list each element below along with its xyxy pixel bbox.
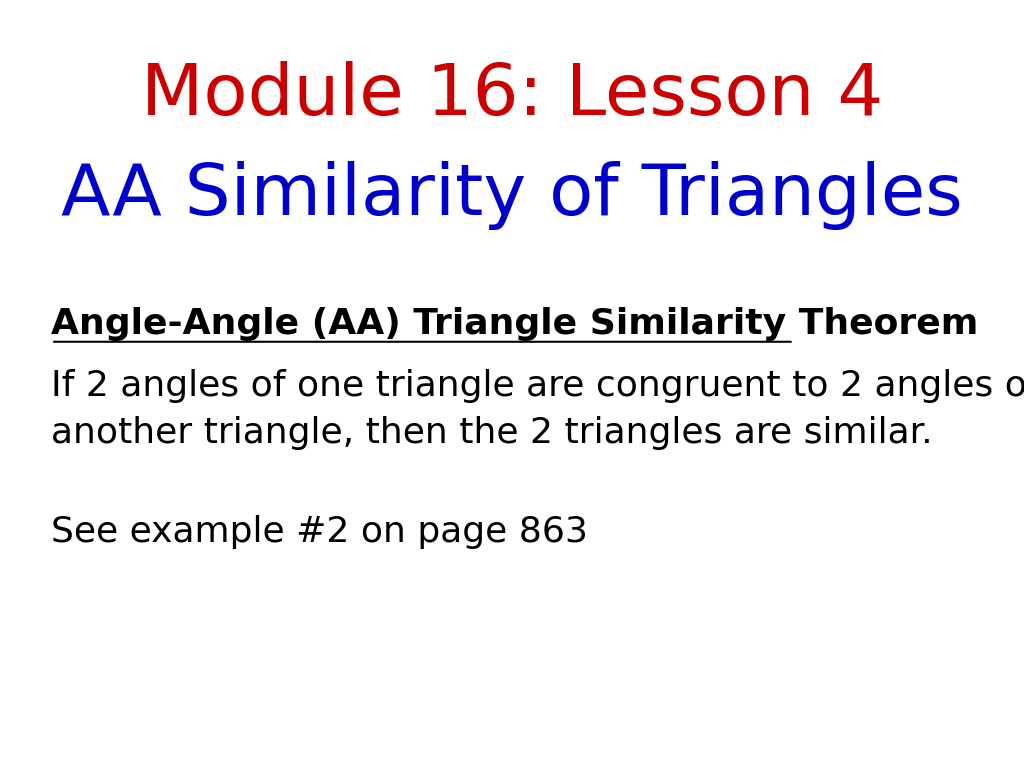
Text: AA Similarity of Triangles: AA Similarity of Triangles (61, 161, 963, 230)
Text: If 2 angles of one triangle are congruent to 2 angles of
another triangle, then : If 2 angles of one triangle are congruen… (51, 369, 1024, 450)
Text: Module 16: Lesson 4: Module 16: Lesson 4 (141, 61, 883, 131)
Text: Angle-Angle (AA) Triangle Similarity Theorem: Angle-Angle (AA) Triangle Similarity The… (51, 307, 979, 341)
Text: See example #2 on page 863: See example #2 on page 863 (51, 515, 588, 548)
